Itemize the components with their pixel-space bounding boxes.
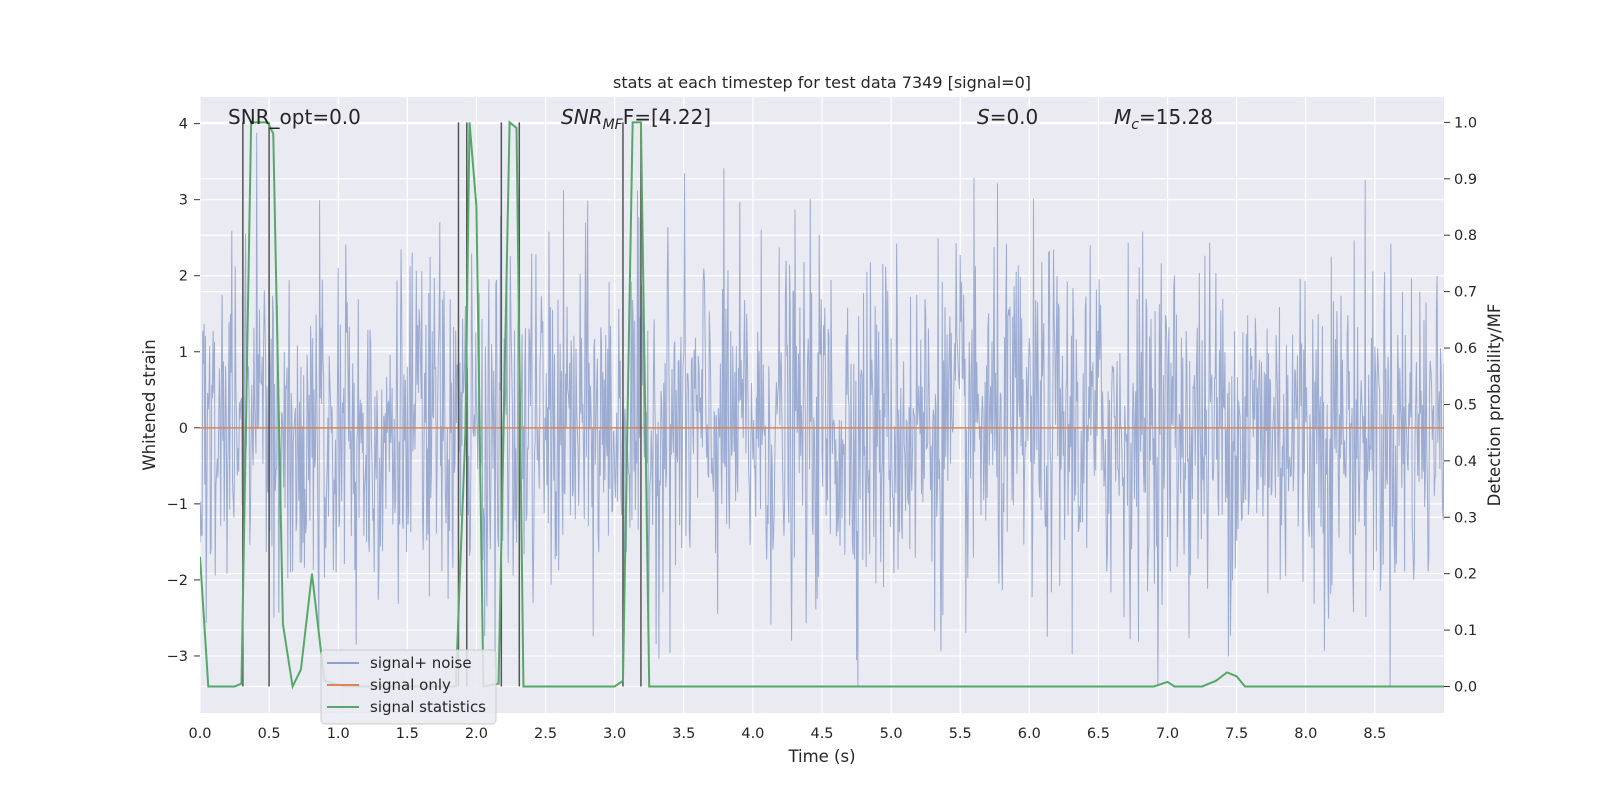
x-tick-label: 1.0: [327, 726, 350, 742]
y-right-tick-label: 0.4: [1454, 454, 1477, 470]
y-right-tick-label: 0.9: [1454, 172, 1477, 188]
x-tick-label: 1.5: [396, 726, 419, 742]
annotation-mc: Mc=15.28: [1114, 105, 1213, 133]
y-right-tick-label: 0.8: [1454, 228, 1477, 244]
x-axis-ticks: 0.0 0.5 1.0 1.5 2.0 2.5 3.0 3.5 4.0 4.5 5.0 5.5 6.0 6…: [188, 726, 1386, 742]
x-tick-label: 2.0: [465, 726, 488, 742]
y-left-tick-label: −3: [167, 649, 188, 665]
x-tick-label: 7.5: [1225, 726, 1248, 742]
y-right-tick-label: 0.7: [1454, 285, 1477, 301]
y-left-tick-label: 3: [179, 193, 188, 209]
x-tick-label: 3.5: [672, 726, 695, 742]
s-variable: S: [977, 105, 990, 129]
legend-label-signal-only: signal only: [370, 676, 451, 694]
s-value: =0.0: [990, 105, 1039, 129]
mc-variable: M: [1114, 105, 1131, 129]
y-right-tick-label: 0.3: [1454, 510, 1477, 526]
y-left-axis-ticks: 4 3 2 1 0 −1 −2 −3: [167, 117, 200, 665]
x-tick-label: 8.5: [1363, 726, 1386, 742]
x-tick-label: 4.5: [810, 726, 833, 742]
y-right-tick-label: 0.5: [1454, 397, 1477, 413]
x-tick-label: 6.0: [1018, 726, 1041, 742]
legend: signal+ noise signal only signal statist…: [320, 649, 497, 725]
legend-label-signal-noise: signal+ noise: [370, 654, 472, 672]
y-right-axis-ticks: 1.0 0.9 0.8 0.7 0.6 0.5 0.4 0.3 0.2 0.1 0.0: [1444, 115, 1477, 695]
x-tick-label: 4.0: [741, 726, 764, 742]
chart-title: stats at each timestep for test data 734…: [613, 73, 1031, 92]
y-left-tick-label: −2: [167, 573, 188, 589]
x-tick-label: 2.5: [534, 726, 557, 742]
y-right-tick-label: 0.2: [1454, 567, 1477, 583]
y-left-tick-label: 0: [179, 421, 188, 437]
y-right-tick-label: 0.6: [1454, 341, 1477, 357]
series-signal-noise: [200, 132, 1444, 687]
y-right-axis-label: Detection probability/MF: [1485, 304, 1504, 507]
x-tick-label: 0.5: [258, 726, 281, 742]
mc-subscript: c: [1131, 117, 1139, 133]
y-left-axis-label: Whitened strain: [140, 339, 159, 470]
x-tick-label: 8.0: [1294, 726, 1317, 742]
x-tick-label: 3.0: [603, 726, 626, 742]
x-tick-label: 0.0: [188, 726, 211, 742]
y-left-tick-label: −1: [167, 497, 188, 513]
y-left-tick-label: 1: [179, 345, 188, 361]
legend-label-signal-statistics: signal statistics: [370, 698, 486, 716]
x-tick-label: 5.5: [949, 726, 972, 742]
annotation-snr-mf: SNRMFF=[4.22]: [561, 105, 711, 133]
snr-mf-suffix: F=[4.22]: [623, 105, 711, 129]
snr-mf-prefix: SNR: [561, 105, 603, 129]
legend-box: [320, 649, 497, 725]
y-left-tick-label: 2: [179, 269, 188, 285]
mc-value: =15.28: [1139, 105, 1213, 129]
y-right-tick-label: 0.0: [1454, 679, 1477, 695]
x-tick-label: 7.0: [1156, 726, 1179, 742]
annotation-snr-opt: SNR_opt=0.0: [228, 105, 361, 129]
x-tick-label: 6.5: [1087, 726, 1110, 742]
y-right-tick-label: 1.0: [1454, 115, 1477, 131]
y-right-tick-label: 0.1: [1454, 623, 1477, 639]
x-axis-label: Time (s): [787, 747, 855, 766]
x-tick-label: 5.0: [880, 726, 903, 742]
y-left-tick-label: 4: [179, 117, 188, 133]
snr-mf-subscript: MF: [603, 117, 624, 133]
annotation-s: S=0.0: [977, 105, 1038, 129]
